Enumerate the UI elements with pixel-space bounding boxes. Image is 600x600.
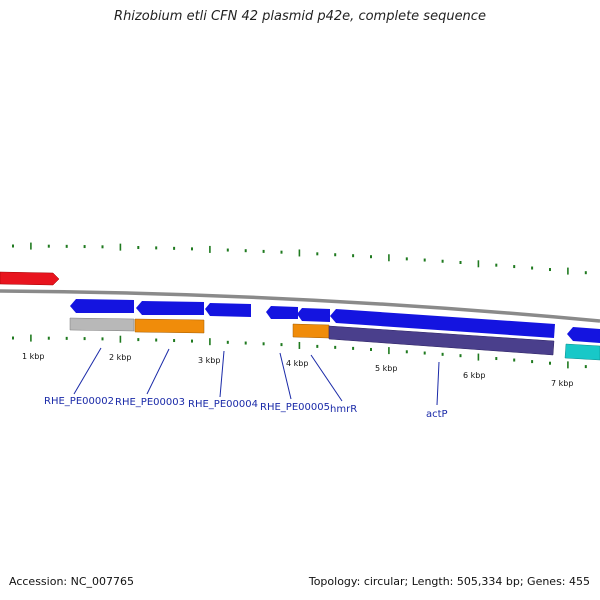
- leader-rhe-pe00002: [73, 347, 102, 395]
- gene-arrow-rhe-pe00002[interactable]: [70, 299, 134, 313]
- category-bar-cyan[interactable]: [564, 343, 600, 361]
- gene-label-actp[interactable]: actP: [426, 409, 448, 420]
- forward-gene-arrow[interactable]: [0, 271, 60, 286]
- gene-label-rhe-pe00003[interactable]: RHE_PE00003: [115, 397, 185, 408]
- gene-arrow-rhe-pe00005[interactable]: [266, 306, 298, 319]
- gene-arrow-hmrr[interactable]: [297, 308, 330, 322]
- kbp-label: 4 kbp: [286, 359, 308, 368]
- upper-tick-row: [12, 242, 587, 275]
- leader-actp: [436, 361, 440, 406]
- gene-labels: RHE_PE00002 RHE_PE00003 RHE_PE00004 RHE_…: [44, 396, 448, 420]
- gene-label-hmrr[interactable]: hmrR: [330, 404, 357, 415]
- leader-rhe-pe00005: [279, 352, 292, 400]
- gene-arrow-rhe-pe00003[interactable]: [136, 301, 204, 315]
- label-leaders: [73, 347, 440, 406]
- gene-label-rhe-pe00004[interactable]: RHE_PE00004: [188, 399, 258, 410]
- category-bar-grey[interactable]: [69, 317, 135, 332]
- reverse-gene-track: [70, 299, 600, 343]
- kbp-scale: 1 kbp 2 kbp 3 kbp 4 kbp 5 kbp 6 kbp 7 kb…: [22, 352, 573, 388]
- gene-arrow-actp[interactable]: [330, 309, 555, 338]
- map-title: Rhizobium etli CFN 42 plasmid p42e, comp…: [114, 9, 486, 24]
- kbp-label: 6 kbp: [463, 371, 485, 380]
- leader-rhe-pe00004: [219, 350, 225, 398]
- category-bar-orange-2[interactable]: [292, 323, 330, 339]
- kbp-label: 7 kbp: [551, 379, 573, 388]
- gene-arrow-rhe-pe00004[interactable]: [205, 303, 251, 317]
- kbp-label: 5 kbp: [375, 364, 397, 373]
- leader-hmrr: [310, 354, 343, 402]
- gene-arrow-right-edge[interactable]: [567, 327, 600, 343]
- category-bar-purple[interactable]: [328, 325, 555, 356]
- sequence-backbone: [0, 289, 600, 323]
- kbp-label: 2 kbp: [109, 353, 131, 362]
- gene-label-rhe-pe00002[interactable]: RHE_PE00002: [44, 396, 114, 407]
- category-bar-orange-1[interactable]: [134, 318, 205, 334]
- gene-label-rhe-pe00005[interactable]: RHE_PE00005: [260, 402, 330, 413]
- category-track: [69, 317, 600, 361]
- leader-rhe-pe00003: [146, 348, 170, 395]
- kbp-label: 3 kbp: [198, 356, 220, 365]
- kbp-label: 1 kbp: [22, 352, 44, 361]
- accession-text: Accession: NC_007765: [9, 575, 135, 588]
- genome-summary-text: Topology: circular; Length: 505,334 bp; …: [308, 575, 590, 588]
- lower-tick-row: [12, 334, 587, 369]
